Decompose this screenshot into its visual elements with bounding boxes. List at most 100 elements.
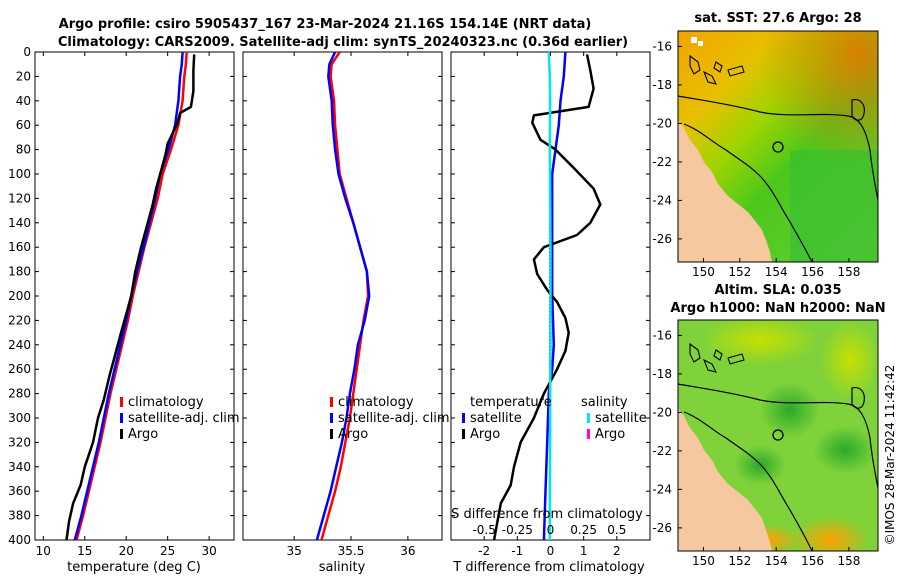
map-x-tick-label: 156 (801, 554, 824, 568)
y-tick-label: 320 (8, 435, 31, 449)
y-tick-label: 200 (8, 289, 31, 303)
y-tick-label: 180 (8, 265, 31, 279)
sla-low-area (760, 382, 820, 438)
bathymetry-contour-outer (678, 95, 878, 201)
circle-marker-icon (772, 141, 784, 153)
map-y-tick-label: -18 (652, 367, 672, 381)
bathymetry-contour (683, 411, 813, 551)
legend-swatch-satellite (330, 413, 333, 423)
difference-y-ticks (451, 51, 650, 541)
x-tick-label: 25 (160, 544, 175, 558)
x-tick-label: -2 (478, 544, 490, 558)
legend-label-satellite: satellite-adj. clim (338, 411, 450, 426)
map-x-tick-label: 150 (692, 554, 715, 568)
australia-land (678, 408, 772, 551)
legend-swatch-temp-argo (462, 429, 465, 439)
series-line-salinity-satellite (547, 52, 552, 540)
sst-map-title: sat. SST: 27.6 Argo: 28 (694, 11, 861, 26)
sst-map-ticks: 150 152 154 156 158 -16 -18 -20 -22 -24 -26 (652, 39, 860, 279)
legend-label-sal-argo: Argo (595, 427, 625, 442)
y-tick-label: 0 (23, 45, 31, 59)
y-tick-label: 40 (16, 94, 31, 108)
series-line-temperature-argo (492, 54, 602, 540)
sst-map: sat. SST: 27.6 Argo: 28 150 152 154 156 158 -… (652, 11, 879, 279)
temperature-plot-frame (34, 51, 235, 541)
salinity-x-ticks: 35 35.5 36 (287, 52, 416, 558)
legend-swatch-climatology (120, 397, 123, 407)
temperature-xlabel: temperature (deg C) (67, 560, 201, 575)
map-y-tick-label: -24 (652, 193, 672, 207)
legend-label-temp-argo: Argo (470, 427, 500, 442)
map-y-tick-label: -16 (652, 39, 672, 53)
sst-white-pixel (698, 41, 703, 46)
islands-outline (689, 54, 745, 85)
y-tick-label: 80 (16, 143, 31, 157)
legend-label-argo: Argo (338, 427, 368, 442)
legend-swatch-sal-satellite (587, 413, 590, 423)
map-x-tick-label: 158 (837, 265, 860, 279)
sst-cool-area (790, 150, 878, 262)
legend-label-climatology: climatology (338, 395, 414, 410)
y-tick-label: 20 (16, 69, 31, 83)
y-tick-label: 160 (8, 240, 31, 254)
salinity-difference-ticks: -0.5 -0.25 0 0.25 0.5 (472, 523, 626, 537)
x-tick-label: 10 (36, 544, 51, 558)
sla-map-title-line2: Argo h1000: NaN h2000: NaN (670, 301, 885, 316)
y-tick-label: 380 (8, 509, 31, 523)
difference-panel: -2 -1 0 1 2 T difference from climatology S … (450, 51, 651, 575)
difference-secondary-xlabel: S difference from climatology (451, 507, 643, 522)
map-y-tick-label: -20 (652, 405, 672, 419)
sst-white-pixel (691, 37, 697, 43)
y-tick-label: 260 (8, 362, 31, 376)
secondary-x-tick-label: -0.25 (502, 523, 533, 537)
legend-swatch-sal-argo (587, 429, 590, 439)
map-y-tick-label: -20 (652, 116, 672, 130)
x-tick-label: 1 (580, 544, 588, 558)
bathymetry-contour-outer (678, 383, 878, 489)
y-tick-label: 140 (8, 216, 31, 230)
x-tick-label: 0 (547, 544, 555, 558)
sla-map-ticks: 150 152 154 156 158 -16 -18 -20 -22 -24 -26 (652, 328, 860, 568)
difference-series (492, 52, 602, 540)
map-x-tick-label: 152 (728, 554, 751, 568)
sla-map-title-line1: Altim. SLA: 0.035 (715, 283, 842, 298)
legend-swatch-satellite (120, 413, 123, 423)
x-tick-label: 30 (201, 544, 216, 558)
sla-high-area (820, 320, 878, 400)
sla-high-area (700, 320, 820, 365)
legend-swatch-argo (330, 429, 333, 439)
y-tick-label: 120 (8, 191, 31, 205)
reef-outline (851, 99, 865, 121)
map-x-tick-label: 158 (837, 554, 860, 568)
y-tick-label: 60 (16, 118, 31, 132)
map-y-tick-label: -24 (652, 482, 672, 496)
circle-marker-icon (772, 429, 784, 441)
y-tick-label: 280 (8, 387, 31, 401)
y-tick-label: 300 (8, 411, 31, 425)
map-y-tick-label: -16 (652, 328, 672, 342)
salinity-plot-frame (242, 51, 443, 541)
map-x-tick-label: 154 (765, 265, 788, 279)
temperature-panel: 0 20 40 60 80 100 120 140 160 180 200 220 240 260 280 3… (8, 45, 240, 575)
sla-low-area (734, 445, 786, 485)
australia-land (678, 120, 772, 262)
temperature-y-ticks: 0 20 40 60 80 100 120 140 160 180 200 220 240 260 280 3… (8, 45, 234, 547)
bathymetry-contour (683, 123, 813, 262)
series-line-satellite-adj-clim (315, 52, 371, 540)
y-tick-label: 340 (8, 460, 31, 474)
difference-x-ticks: -2 -1 0 1 2 (478, 52, 621, 558)
map-y-tick-label: -22 (652, 155, 672, 169)
series-line-temperature-satellite (542, 52, 567, 540)
y-tick-label: 240 (8, 338, 31, 352)
map-x-tick-label: 150 (692, 265, 715, 279)
temperature-x-ticks: 10 15 20 25 30 (36, 52, 217, 558)
y-tick-label: 220 (8, 313, 31, 327)
legend-label-temp-satellite: satellite (470, 411, 522, 426)
figure-title-line1: Argo profile: csiro 5905437_167 23-Mar-2… (59, 17, 592, 32)
x-tick-label: 15 (77, 544, 92, 558)
legend-heading-salinity: salinity (581, 395, 628, 410)
difference-xlabel: T difference from climatology (452, 560, 645, 575)
map-y-tick-label: -26 (652, 232, 672, 246)
legend-swatch-climatology (330, 397, 333, 407)
